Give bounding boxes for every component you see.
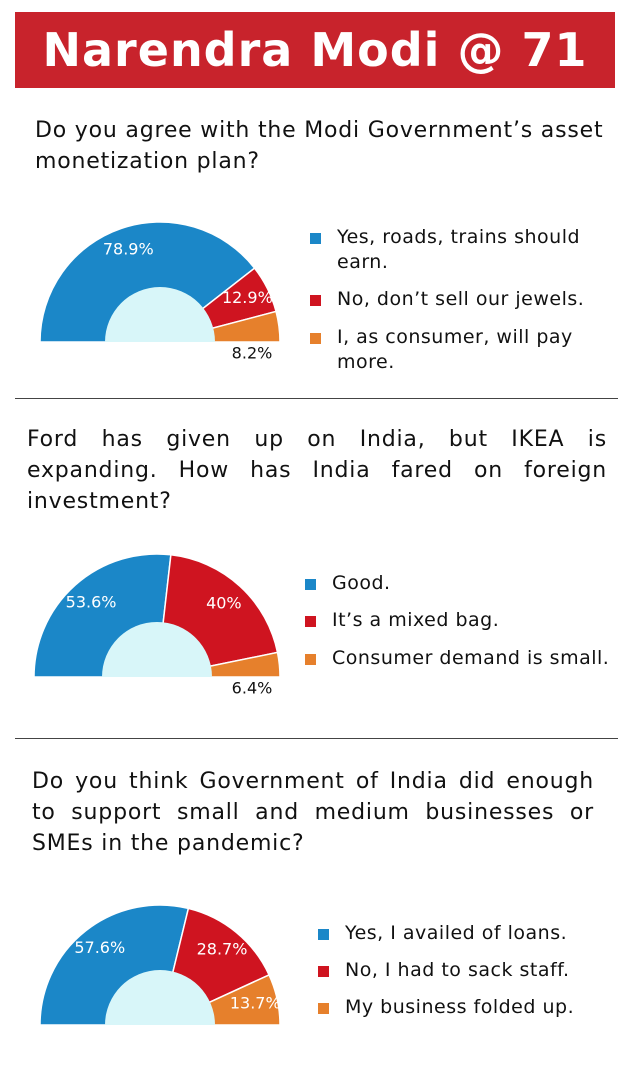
donut-hole bbox=[102, 622, 212, 677]
value-label: 28.7% bbox=[197, 939, 248, 958]
legend-swatch bbox=[305, 654, 316, 665]
value-label: 12.9% bbox=[222, 288, 273, 307]
question: Do you think Government of India did eno… bbox=[32, 769, 594, 856]
header-title: Narendra Modi @ 71 bbox=[15, 12, 615, 88]
value-label: 78.9% bbox=[103, 239, 154, 258]
legend-swatch bbox=[310, 295, 321, 306]
legend-swatch bbox=[318, 929, 329, 940]
legend-swatch bbox=[305, 616, 316, 627]
legend-label: It’s a mixed bag. bbox=[332, 609, 500, 631]
legend-label: No, don’t sell our jewels. bbox=[337, 288, 585, 310]
legend-label: Consumer demand is small. bbox=[332, 647, 610, 669]
question: Ford has given up on India, but IKEA is … bbox=[27, 427, 607, 514]
legend-label: My business folded up. bbox=[345, 996, 575, 1018]
legend-label: No, I had to sack staff. bbox=[345, 959, 570, 981]
value-label: 57.6% bbox=[74, 938, 125, 957]
legend-label: Yes, I availed of loans. bbox=[345, 922, 568, 944]
value-label: 6.4% bbox=[232, 679, 273, 698]
legend-swatch bbox=[310, 233, 321, 244]
legend-swatch bbox=[318, 1003, 329, 1014]
value-label: 53.6% bbox=[66, 593, 117, 612]
value-label: 13.7% bbox=[230, 994, 281, 1013]
separator bbox=[15, 398, 618, 399]
donut-hole bbox=[105, 970, 215, 1025]
donut-hole bbox=[105, 287, 215, 342]
legend-label: Good. bbox=[332, 572, 391, 594]
legend-swatch bbox=[305, 579, 316, 590]
pie-segment bbox=[39, 221, 256, 343]
legend-label: Yes, roads, trains should earn. bbox=[337, 226, 581, 273]
legend-swatch bbox=[318, 966, 329, 977]
legend-label: I, as consumer, will pay more. bbox=[337, 326, 573, 373]
value-label: 8.2% bbox=[232, 344, 273, 363]
legend-swatch bbox=[310, 333, 321, 344]
question: Do you agree with the Modi Government’s … bbox=[35, 118, 604, 174]
separator bbox=[15, 738, 618, 739]
value-label: 40% bbox=[206, 593, 242, 612]
